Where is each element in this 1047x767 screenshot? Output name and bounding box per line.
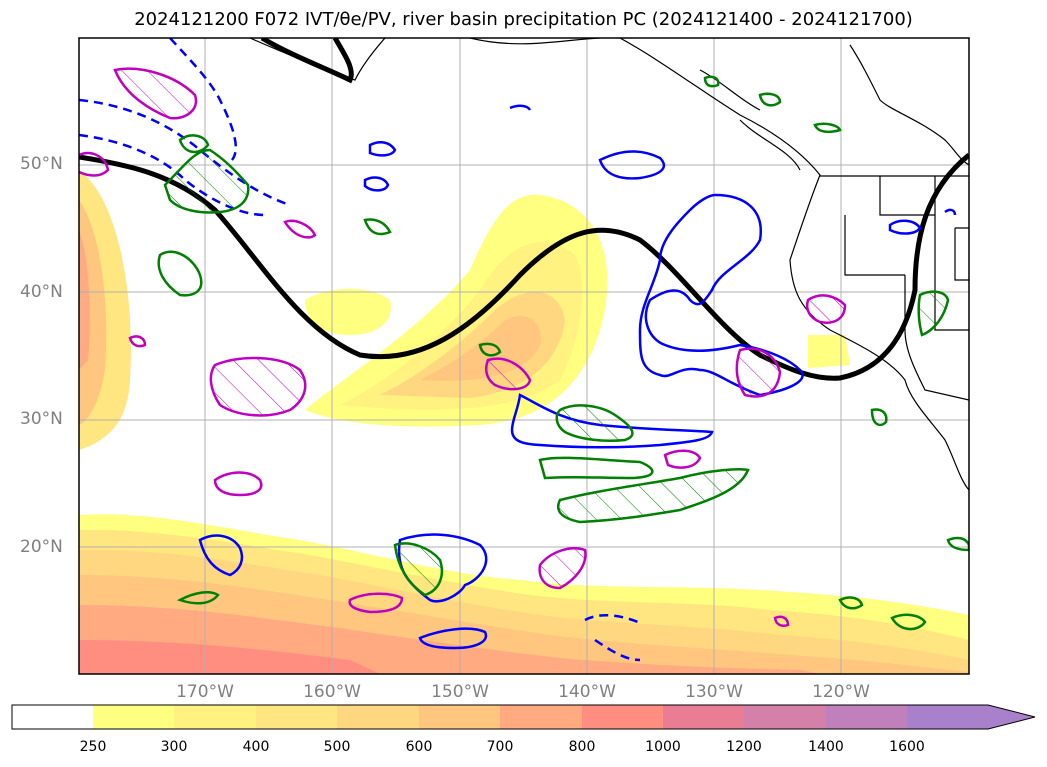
lon-label-130w: 130°W	[685, 682, 743, 702]
lat-label-20n: 20°N	[20, 537, 63, 557]
colorbar-label-250: 250	[79, 739, 107, 755]
colorbar-swatch-5	[419, 705, 500, 729]
colorbar-label-700: 700	[486, 739, 514, 755]
colorbar-label-1200: 1200	[726, 739, 762, 755]
colorbar-label-1600: 1600	[889, 739, 925, 755]
colorbar-extend-arrow	[907, 705, 1035, 729]
precip-green-northwest-region	[163, 148, 250, 214]
ivt-small-island-region	[305, 288, 391, 335]
lat-label-30n: 30°N	[20, 409, 63, 429]
lon-label-120w: 120°W	[812, 682, 870, 702]
map-title: 2024121200 F072 IVT/θe/PV, river basin p…	[134, 9, 913, 30]
map-gridlines	[79, 38, 969, 674]
colorbar-swatch-9	[744, 705, 826, 729]
ivt-fill-layer	[79, 170, 969, 674]
lat-label-40n: 40°N	[20, 282, 63, 302]
colorbar-label-500: 500	[323, 739, 351, 755]
lon-label-140w: 140°W	[558, 682, 616, 702]
pv-contour-layer	[79, 38, 969, 381]
colorbar-swatch-0	[12, 705, 93, 729]
map-frame	[78, 37, 970, 675]
pv-north-contour	[260, 38, 354, 84]
colorbar-label-1000: 1000	[645, 739, 681, 755]
ivt-coastal-region	[808, 335, 850, 368]
colorbar-label-600: 600	[405, 739, 433, 755]
colorbar-swatch-4	[337, 705, 419, 729]
theta-e-central-contour	[638, 193, 804, 397]
colorbar-label-300: 300	[160, 739, 188, 755]
north-america-coastline	[619, 38, 969, 491]
lon-label-150w: 150°W	[431, 682, 489, 702]
colorbar-swatch-10	[826, 705, 907, 729]
lat-label-50n: 50°N	[20, 154, 63, 174]
pv-trough-ridge-contour	[79, 153, 969, 381]
precip-green-layer	[157, 75, 969, 631]
colorbar-swatch-8	[663, 705, 744, 729]
colorbar-swatch-2	[174, 705, 256, 729]
colorbar-label-800: 800	[568, 739, 596, 755]
colorbar-swatch-3	[256, 705, 337, 729]
colorbar-swatch-1	[93, 705, 174, 729]
colorbar-swatch-6	[500, 705, 582, 729]
lon-label-160w: 160°W	[303, 682, 361, 702]
colorbar-swatch-7	[582, 705, 663, 729]
lon-label-170w: 170°W	[176, 682, 234, 702]
colorbar-label-1400: 1400	[808, 739, 844, 755]
colorbar	[11, 704, 1036, 730]
colorbar-label-400: 400	[242, 739, 270, 755]
precip-green-subtropical-region	[555, 404, 634, 442]
precip-magenta-central-region	[209, 356, 307, 417]
precip-magenta-layer	[79, 67, 847, 627]
